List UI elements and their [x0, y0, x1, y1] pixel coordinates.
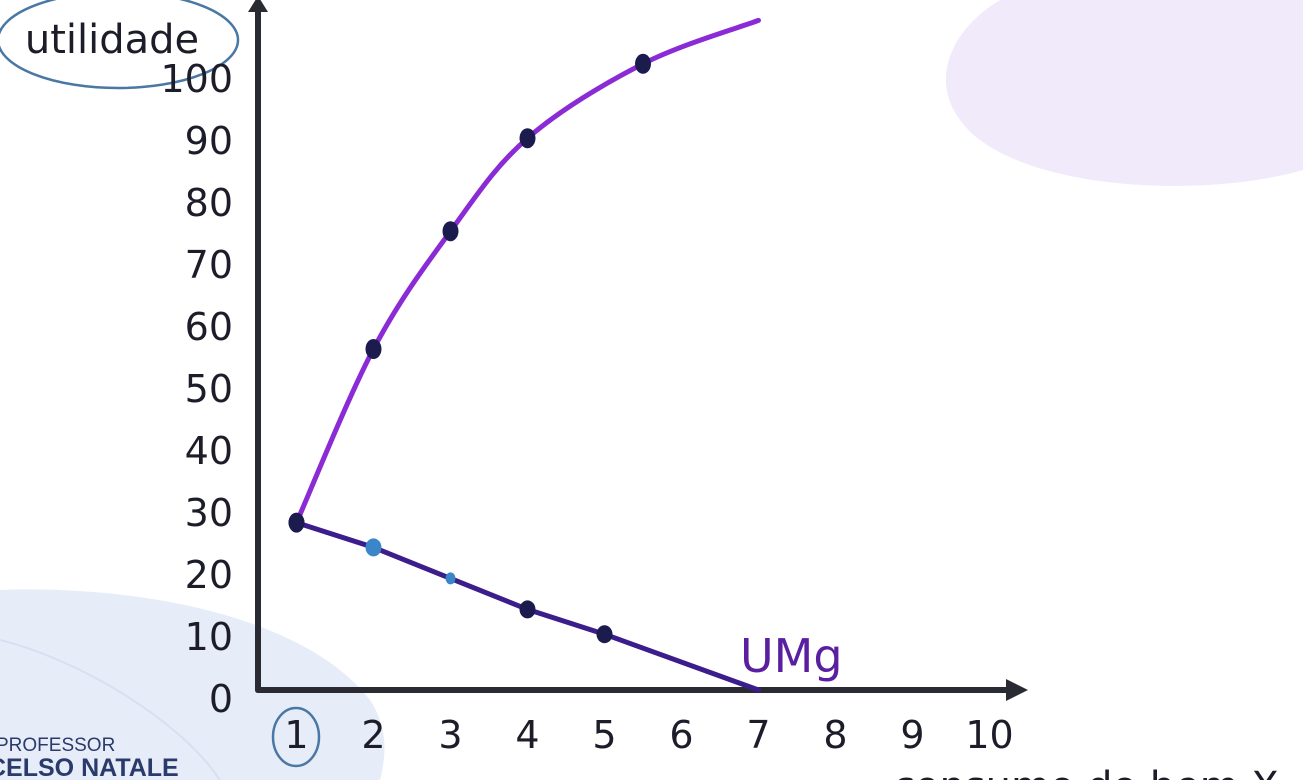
total-utility-line — [294, 17, 761, 526]
umg-point-4 — [519, 600, 536, 619]
umg-point-1 — [288, 513, 305, 532]
umg-point-2 — [365, 538, 382, 557]
total-utility-point-5 — [635, 53, 651, 74]
x-tick-label-3: 3 — [438, 713, 462, 757]
axes — [248, 0, 1028, 701]
y-tick-label-70: 70 — [185, 243, 233, 287]
y-tick-label-20: 20 — [185, 553, 233, 597]
y-tick-label-100: 100 — [160, 57, 233, 101]
x-tick-label-10: 10 — [965, 713, 1013, 757]
y-axis-arrow — [248, 0, 268, 12]
y-tick-label-0: 0 — [209, 677, 233, 721]
y-tick-label-90: 90 — [185, 119, 233, 163]
y-tick-labels: 0 10 20 30 40 50 60 70 80 90 100 — [160, 57, 233, 721]
y-tick-label-10: 10 — [185, 615, 233, 659]
x-tick-label-4: 4 — [515, 713, 539, 757]
umg-label: UMg — [740, 629, 843, 683]
y-tick-label-40: 40 — [185, 429, 233, 473]
y-tick-label-30: 30 — [185, 491, 233, 535]
x-tick-label-9: 9 — [900, 713, 924, 757]
watermark-line1: PROFESSOR — [0, 735, 115, 756]
total-utility-point-4 — [519, 128, 536, 149]
umg-point-3 — [445, 572, 456, 585]
series-layer — [288, 17, 761, 693]
watermark: PROFESSOR CELSO NATALE — [0, 735, 179, 780]
total-utility-point-3 — [442, 221, 459, 242]
x-tick-label-8: 8 — [823, 713, 847, 757]
x-axis-arrow — [1006, 679, 1028, 701]
y-axis-title: utilidade — [25, 17, 199, 63]
y-tick-label-50: 50 — [185, 367, 233, 411]
umg-point-5 — [596, 625, 613, 644]
y-tick-label-60: 60 — [185, 305, 233, 349]
x-axis-title: consumo do bem X — [893, 764, 1279, 780]
x-tick-label-7: 7 — [746, 713, 770, 757]
x-tick-1-circle — [271, 706, 321, 768]
x-tick-label-6: 6 — [669, 713, 693, 757]
y-tick-label-80: 80 — [185, 181, 233, 225]
x-tick-label-2: 2 — [361, 713, 385, 757]
x-tick-label-1: 1 — [284, 713, 308, 757]
ylabel-circle — [0, 0, 240, 90]
watermark-line2: CELSO NATALE — [0, 754, 179, 780]
x-tick-label-5: 5 — [592, 713, 616, 757]
umg-line — [294, 520, 761, 693]
x-tick-labels: 1 2 3 4 5 6 7 8 9 10 — [284, 713, 1013, 757]
total-utility-point-2 — [365, 339, 382, 359]
